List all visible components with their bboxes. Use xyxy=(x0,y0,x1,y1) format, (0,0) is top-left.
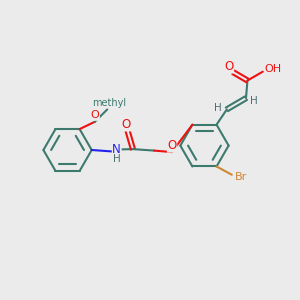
Text: Br: Br xyxy=(235,172,248,182)
Text: O: O xyxy=(122,118,131,131)
Text: methyl: methyl xyxy=(92,98,126,108)
Text: O: O xyxy=(91,110,99,120)
Text: H: H xyxy=(250,96,258,106)
Text: N: N xyxy=(112,143,121,156)
Text: O: O xyxy=(224,60,233,73)
Text: OH: OH xyxy=(265,64,282,74)
Text: H: H xyxy=(113,154,121,164)
Text: O: O xyxy=(167,139,177,152)
Text: H: H xyxy=(214,103,221,113)
